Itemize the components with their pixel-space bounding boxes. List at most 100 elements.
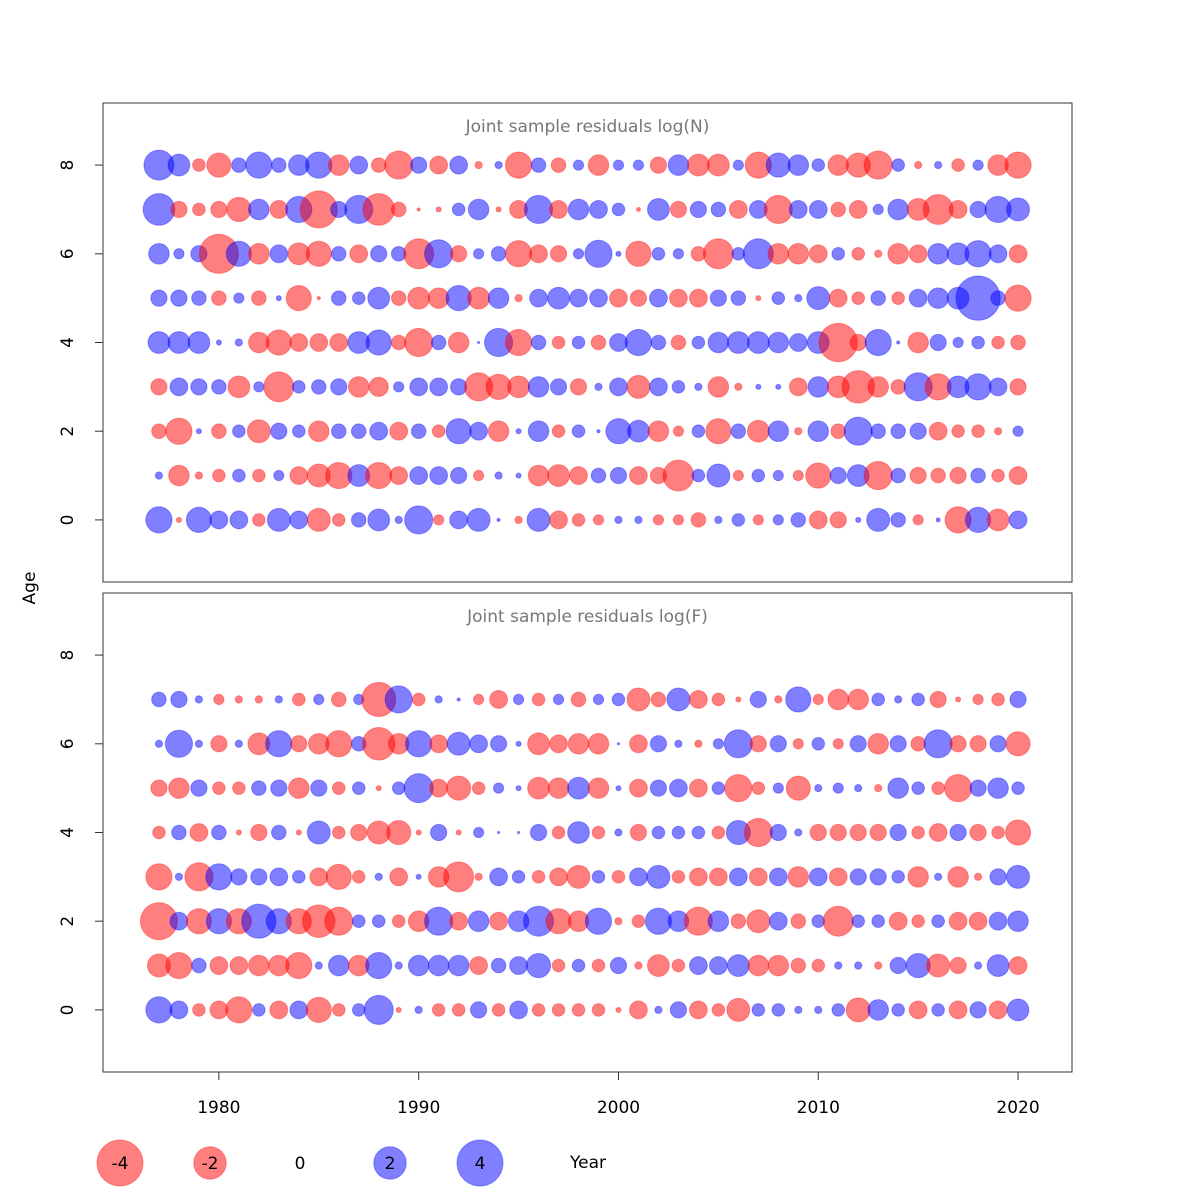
residual-bubble	[285, 285, 312, 312]
residual-bubble	[370, 245, 388, 263]
residual-bubble	[271, 824, 287, 841]
residual-bubble	[194, 739, 204, 748]
residual-bubble	[691, 424, 706, 439]
residual-bubble	[331, 825, 346, 840]
residual-bubble	[530, 157, 547, 173]
residual-bubble	[911, 825, 925, 840]
residual-bubble	[668, 288, 688, 308]
residual-bubble	[1006, 197, 1031, 222]
residual-bubble	[469, 1001, 488, 1019]
residual-bubble	[474, 872, 483, 881]
residual-bubble	[832, 738, 844, 750]
residual-bubble	[624, 328, 653, 357]
residual-bubble	[472, 469, 485, 482]
residual-bubble	[551, 335, 566, 350]
residual-bubble	[969, 1001, 987, 1019]
residual-bubble	[211, 379, 227, 395]
x-tick-label: 2000	[597, 1098, 640, 1118]
residual-bubble	[870, 290, 886, 306]
residual-bubble	[631, 914, 646, 929]
residual-bubble	[489, 867, 508, 887]
residual-bubble	[971, 424, 985, 439]
residual-bubble	[851, 291, 866, 305]
residual-bubble	[410, 156, 428, 174]
residual-bubble	[275, 295, 282, 302]
residual-bubble	[612, 159, 625, 171]
residual-bubble	[894, 695, 903, 704]
residual-bubble	[330, 290, 347, 306]
residual-bubble	[991, 692, 1005, 707]
residual-bubble	[389, 421, 409, 441]
residual-bubble	[887, 243, 909, 265]
residual-bubble	[192, 202, 206, 217]
residual-bubble	[772, 782, 784, 794]
residual-bubble	[627, 419, 650, 443]
residual-bubble	[989, 735, 1007, 753]
residual-bubble	[288, 777, 310, 799]
residual-bubble	[666, 687, 691, 712]
residual-bubble	[431, 1003, 446, 1017]
residual-bubble	[949, 735, 967, 753]
residual-bubble	[295, 829, 302, 836]
residual-bubble	[526, 507, 551, 532]
residual-bubble	[393, 381, 405, 393]
residual-bubble	[515, 472, 522, 479]
residual-bubble	[252, 513, 266, 527]
residual-bubble	[935, 517, 941, 523]
residual-bubble	[429, 377, 449, 397]
residual-bubble	[735, 696, 742, 703]
residual-bubble	[772, 469, 784, 482]
residual-bubble	[829, 466, 847, 485]
residual-bubble	[231, 157, 247, 173]
residual-bubble	[711, 781, 726, 795]
residual-bubble	[772, 514, 784, 526]
residual-bubble	[527, 732, 550, 756]
residual-bubble	[991, 468, 1005, 483]
residual-bubble	[890, 467, 906, 484]
residual-bubble	[792, 738, 804, 750]
y-tick-label: 6	[58, 738, 78, 749]
residual-bubble	[232, 781, 246, 795]
residual-bubble	[694, 739, 703, 748]
residual-bubble	[248, 243, 270, 265]
residual-bubble	[374, 872, 383, 881]
residual-bubble	[609, 466, 628, 485]
residual-bubble	[948, 1000, 968, 1020]
residual-bubble	[194, 471, 204, 480]
residual-bubble	[248, 198, 270, 221]
residual-bubble	[970, 467, 986, 484]
residual-bubble	[327, 954, 350, 977]
residual-bubble	[403, 773, 434, 804]
residual-bubble	[427, 954, 450, 977]
residual-bubble	[907, 331, 929, 354]
residual-bubble	[494, 160, 503, 170]
residual-bubble	[712, 738, 725, 750]
residual-bubble	[743, 817, 773, 848]
residual-bubble	[891, 158, 905, 172]
residual-bubble	[429, 466, 449, 485]
residual-bubble	[529, 288, 548, 308]
residual-bubble	[305, 151, 333, 179]
residual-bubble	[415, 829, 422, 836]
residual-bubble	[171, 824, 187, 841]
residual-bubble	[571, 1003, 586, 1017]
residual-bubble	[890, 379, 906, 395]
residual-bubble	[324, 906, 354, 936]
residual-bubble	[269, 200, 289, 219]
residual-bubble	[714, 515, 723, 525]
residual-bubble	[726, 954, 750, 977]
y-tick-label: 6	[58, 248, 78, 259]
residual-bubble	[550, 157, 567, 173]
residual-bubble	[890, 512, 906, 528]
residual-bubble	[234, 338, 243, 347]
residual-bubble	[549, 378, 568, 396]
residual-bubble	[527, 376, 550, 398]
residual-bubble	[843, 416, 873, 446]
residual-bubble	[951, 158, 965, 172]
residual-bubble	[867, 999, 889, 1021]
residual-bubble	[934, 872, 943, 881]
residual-bubble	[869, 868, 887, 886]
residual-bubble	[1007, 910, 1029, 932]
residual-bubble	[367, 286, 391, 310]
residual-bubble	[570, 691, 587, 708]
